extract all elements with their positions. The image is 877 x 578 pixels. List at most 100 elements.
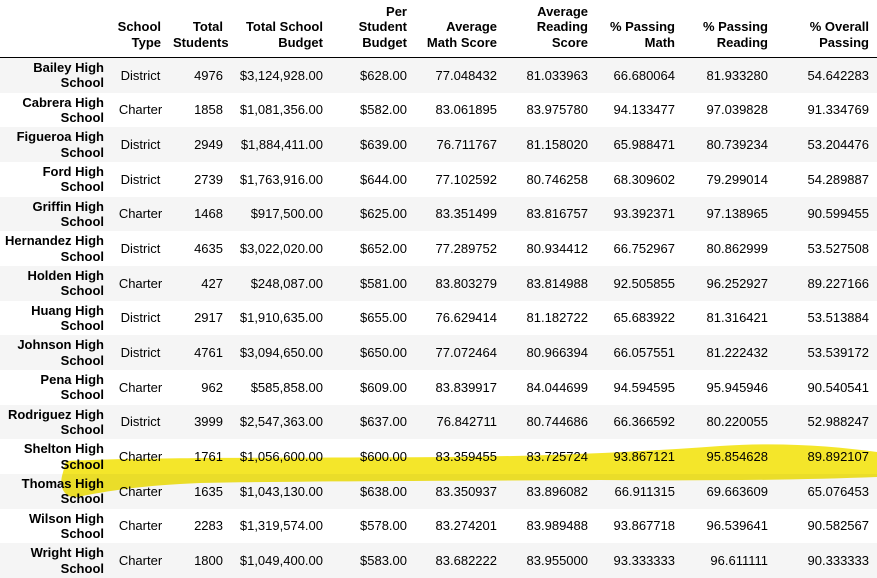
table-cell: 80.744686: [526, 414, 588, 430]
table-cell: 54.289887: [807, 171, 869, 187]
row-header-school-name: Pena High School: [40, 371, 104, 403]
column-header: Total School Budget: [231, 0, 331, 58]
table-cell: 53.204476: [807, 136, 869, 152]
table-cell: 83.814988: [526, 275, 588, 291]
table-cell: 962: [201, 379, 223, 395]
table-cell: $652.00: [360, 240, 407, 256]
table-cell: 81.182722: [526, 310, 588, 326]
table-cell: 83.896082: [526, 483, 588, 499]
table-cell: 76.629414: [435, 310, 497, 326]
table-cell: 84.044699: [526, 379, 588, 395]
table-cell: $3,094,650.00: [239, 344, 323, 360]
table-cell: $628.00: [360, 67, 407, 83]
table-cell: $625.00: [360, 206, 407, 222]
table-cell: 81.033963: [526, 67, 588, 83]
table-cell: 80.966394: [526, 344, 588, 360]
row-header-school-name: Cabrera High School: [22, 94, 104, 125]
column-header: School Type: [112, 0, 169, 58]
table-cell: 4976: [194, 67, 223, 83]
table-header: School Type Total Students Total School Bu…: [0, 0, 877, 58]
table-cell: $581.00: [360, 275, 407, 291]
table-cell: 90.599455: [807, 206, 869, 222]
table-cell: $583.00: [360, 552, 407, 568]
row-header-school-name: Bailey High School: [33, 59, 104, 91]
table-cell: 83.350937: [435, 483, 497, 499]
table-row: Shelton High School Charter 1761 $1,056,600…: [0, 439, 877, 474]
table-cell: $1,319,574.00: [239, 518, 323, 534]
row-header-school-name: Griffin High School: [32, 198, 105, 229]
table-cell: 66.366592: [613, 414, 675, 430]
table-cell: 97.138965: [706, 206, 768, 222]
table-cell: 53.513884: [807, 310, 869, 326]
table-cell: $637.00: [360, 414, 407, 430]
table-cell: 90.540541: [807, 379, 869, 395]
table-cell: 76.842711: [436, 414, 498, 430]
table-cell: 81.222432: [706, 344, 768, 360]
table-cell: 65.683922: [613, 310, 675, 326]
table-cell: 77.048432: [435, 67, 497, 83]
table-cell: 2739: [194, 171, 223, 187]
table-cell: $2,547,363.00: [239, 414, 323, 430]
table-cell: 83.816757: [526, 206, 588, 222]
table-cell: 89.892107: [807, 448, 869, 464]
table-cell: Charter: [118, 275, 163, 291]
table-row: Holden High School Charter 427 $248,087.00 $…: [0, 265, 877, 301]
table-cell: $600.00: [360, 448, 407, 464]
table-cell: 81.933280: [706, 67, 768, 83]
table-cell: District: [120, 136, 161, 152]
table-cell: 94.594595: [613, 379, 675, 395]
table-row: Pena High School Charter 962 $585,858.00 $60…: [0, 369, 877, 405]
row-header-school-name: Ford High School: [42, 163, 104, 195]
header-row: School Type Total Students Total School Bu…: [0, 0, 877, 58]
table-cell: 2283: [194, 518, 223, 534]
table-cell: 4761: [194, 344, 223, 360]
table-cell: 93.333333: [613, 552, 675, 568]
table-row: Johnson High School District 4761 $3,094,65…: [0, 335, 877, 370]
table-cell: 1635: [194, 483, 223, 499]
table-row: Figueroa High School District 2949 $1,884,4…: [0, 127, 877, 162]
table-cell: 90.333333: [807, 552, 869, 568]
table-cell: $917,500.00: [250, 206, 323, 222]
table-cell: $248,087.00: [250, 275, 323, 291]
table-row: Ford High School District 2739 $1,763,916.0…: [0, 161, 877, 197]
table-cell: 3999: [194, 414, 223, 430]
table-cell: $1,043,130.00: [239, 483, 323, 499]
table-row-highlighted: Thomas High School Charter 1635 $1,043,130.…: [0, 473, 877, 509]
table-cell: 77.102592: [435, 171, 497, 187]
table-cell: 97.039828: [706, 102, 768, 118]
table-cell: 96.539641: [706, 518, 768, 534]
table-cell: Charter: [118, 379, 163, 395]
table-cell: 94.133477: [613, 102, 675, 118]
column-header: % Passing Reading: [683, 0, 776, 58]
table-cell: $3,022,020.00: [239, 240, 323, 256]
table-cell: 95.854628: [706, 448, 768, 464]
table-cell: 69.663609: [706, 483, 768, 499]
table-cell: 95.945946: [706, 379, 768, 395]
table-body: Bailey High School District 4976 $3,124,928…: [0, 57, 877, 578]
table-row: Cabrera High School Charter 1858 $1,081,356…: [0, 92, 877, 128]
table-cell: 1858: [194, 102, 223, 118]
table-cell: 4635: [194, 240, 223, 256]
table-cell: 93.867718: [613, 518, 675, 534]
table-cell: 66.680064: [613, 67, 675, 83]
table-cell: $638.00: [360, 483, 407, 499]
table-cell: 80.862999: [706, 240, 768, 256]
table-cell: $1,910,635.00: [239, 310, 323, 326]
table-cell: $1,056,600.00: [239, 448, 323, 464]
table-cell: 52.988247: [807, 414, 869, 430]
row-header-school-name: Johnson High School: [17, 337, 104, 368]
row-header-school-name: Shelton High School: [23, 441, 104, 472]
row-header-school-name: Hernandez High School: [5, 233, 104, 264]
table-cell: 53.539172: [807, 344, 869, 360]
table-cell: 83.274201: [435, 518, 497, 534]
table-cell: 79.299014: [706, 171, 768, 187]
table-cell: 80.739234: [706, 136, 768, 152]
table-cell: District: [120, 240, 161, 256]
table-cell: 96.252927: [706, 275, 768, 291]
table-cell: 81.158020: [526, 136, 588, 152]
table-cell: $1,763,916.00: [239, 171, 323, 187]
table-cell: 2917: [194, 310, 223, 326]
table-cell: 77.072464: [435, 344, 497, 360]
